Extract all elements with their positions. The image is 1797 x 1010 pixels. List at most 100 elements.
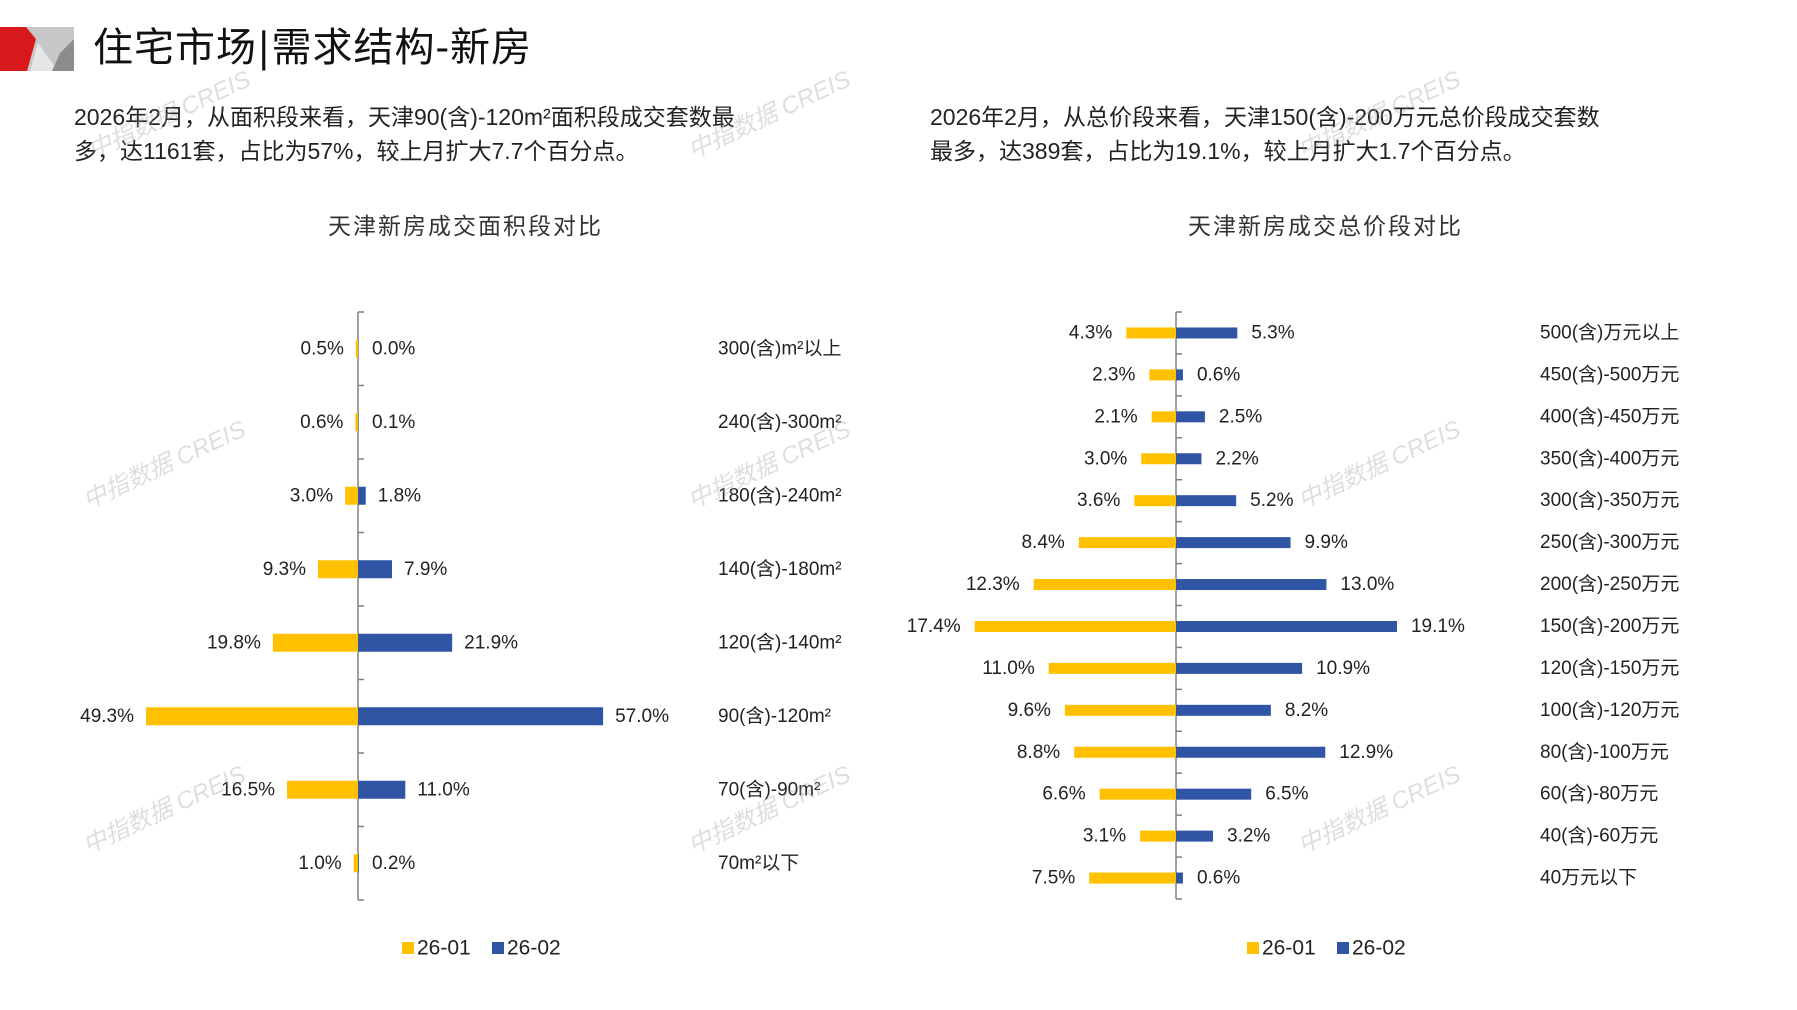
category-label: 40(含)-60万元	[1540, 825, 1658, 847]
bar-26-01	[974, 620, 1176, 632]
category-label: 180(含)-240m²	[718, 484, 842, 506]
category-label: 240(含)-300m²	[718, 411, 842, 433]
data-label-26-02: 12.9%	[1339, 742, 1393, 763]
data-label-26-01: 0.6%	[300, 412, 343, 433]
legend-label-26-02: 26-02	[1352, 937, 1406, 960]
data-label-26-01: 3.1%	[1083, 826, 1126, 847]
data-label-26-02: 3.2%	[1227, 826, 1270, 847]
legend-label-26-02: 26-02	[507, 937, 561, 960]
category-label: 100(含)-120万元	[1540, 699, 1679, 721]
bar-26-02	[1176, 872, 1183, 884]
category-label: 400(含)-450万元	[1540, 405, 1679, 427]
summary-price-line-1: 2026年2月，从总价段来看，天津150(含)-200万元总价段成交套数	[930, 104, 1600, 130]
legend-label-26-01: 26-01	[417, 937, 471, 960]
data-label-26-01: 8.8%	[1017, 742, 1060, 763]
data-label-26-01: 17.4%	[907, 616, 961, 637]
data-label-26-01: 3.6%	[1077, 490, 1120, 511]
brand-logo	[0, 27, 74, 71]
summary-area-line-2: 多，达1161套，占比为57%，较上月扩大7.7个百分点。	[74, 138, 639, 164]
bar-26-01	[1141, 453, 1176, 465]
legend-swatch-26-01	[1247, 942, 1259, 954]
bar-26-02	[1176, 788, 1252, 800]
bar-26-01	[1126, 327, 1176, 339]
data-label-26-02: 2.5%	[1219, 406, 1262, 427]
summary-area: 2026年2月，从面积段来看，天津90(含)-120m²面积段成交套数最 多，达…	[74, 100, 735, 168]
bar-26-02	[1176, 830, 1214, 842]
data-label-26-01: 16.5%	[221, 779, 275, 800]
logo-white-wedge	[30, 43, 58, 71]
category-label: 40万元以下	[1540, 868, 1637, 889]
data-label-26-02: 0.1%	[372, 412, 415, 433]
bar-26-02	[358, 707, 604, 726]
data-label-26-02: 0.6%	[1197, 364, 1240, 385]
legend-swatch-26-02	[1337, 942, 1349, 954]
data-label-26-01: 49.3%	[80, 706, 134, 727]
bar-26-01	[1134, 495, 1176, 507]
legend: 26-01 26-02	[1247, 937, 1406, 960]
data-label-26-02: 21.9%	[464, 632, 518, 653]
category-label: 70m²以下	[718, 853, 799, 874]
bar-26-02	[1176, 411, 1205, 423]
bar-26-02	[358, 780, 406, 799]
legend-label-26-01: 26-01	[1262, 937, 1316, 960]
data-label-26-02: 0.0%	[372, 338, 415, 359]
category-label: 500(含)万元以上	[1540, 321, 1679, 343]
chart-title-area: 天津新房成交面积段对比	[328, 214, 603, 240]
bar-26-01	[1048, 662, 1176, 674]
data-label-26-02: 1.8%	[378, 485, 421, 506]
category-label: 70(含)-90m²	[718, 778, 820, 800]
summary-price-line-2: 最多，达389套，占比为19.1%，较上月扩大1.7个百分点。	[930, 138, 1526, 164]
data-label-26-01: 6.6%	[1042, 784, 1085, 805]
data-label-26-01: 19.8%	[207, 632, 261, 653]
bar-26-02	[1176, 495, 1237, 507]
bar-26-01	[272, 633, 358, 652]
category-label: 60(含)-80万元	[1540, 783, 1658, 805]
bar-26-01	[1064, 704, 1176, 716]
category-label: 450(含)-500万元	[1540, 363, 1679, 385]
data-label-26-01: 3.0%	[290, 485, 333, 506]
data-label-26-01: 4.3%	[1069, 322, 1112, 343]
bar-26-01	[1074, 746, 1176, 758]
data-label-26-02: 19.1%	[1411, 616, 1465, 637]
category-label: 300(含)m²以上	[718, 337, 842, 359]
data-label-26-01: 3.0%	[1084, 448, 1127, 469]
chart-title-price: 天津新房成交总价段对比	[1188, 214, 1463, 240]
bar-26-01	[146, 707, 358, 726]
bar-26-02	[1176, 704, 1271, 716]
category-label: 350(含)-400万元	[1540, 447, 1679, 469]
data-label-26-02: 0.2%	[372, 853, 415, 874]
bar-26-01	[345, 486, 358, 505]
chart-price-segments: 4.3% 5.3% 500(含)万元以上 2.3% 0.6% 450(含)-500万元 2.…	[907, 311, 1679, 960]
bar-26-01	[1140, 830, 1176, 842]
data-label-26-02: 7.9%	[404, 559, 447, 580]
data-label-26-02: 9.9%	[1305, 532, 1348, 553]
logo-grey-dark	[52, 39, 74, 71]
legend-swatch-26-02	[492, 942, 504, 954]
summary-area-line-1: 2026年2月，从面积段来看，天津90(含)-120m²面积段成交套数最	[74, 104, 735, 130]
data-label-26-01: 8.4%	[1021, 532, 1064, 553]
category-label: 120(含)-150万元	[1540, 657, 1679, 679]
bar-26-01	[1089, 872, 1176, 884]
data-label-26-02: 6.5%	[1265, 784, 1308, 805]
bar-26-01	[1033, 579, 1176, 591]
category-label: 150(含)-200万元	[1540, 615, 1679, 637]
data-label-26-01: 12.3%	[966, 574, 1020, 595]
bar-26-01	[318, 560, 358, 579]
data-label-26-01: 2.3%	[1092, 364, 1135, 385]
bar-26-02	[358, 560, 392, 579]
bar-26-02	[1176, 453, 1202, 465]
bar-26-01	[355, 339, 358, 358]
data-label-26-01: 11.0%	[982, 658, 1035, 679]
logo-red	[0, 27, 36, 71]
category-label: 300(含)-350万元	[1540, 489, 1679, 511]
category-label: 250(含)-300万元	[1540, 531, 1679, 553]
bar-26-02	[1176, 746, 1326, 758]
category-label: 140(含)-180m²	[718, 558, 842, 580]
data-label-26-02: 5.3%	[1251, 322, 1294, 343]
bar-26-02	[1176, 537, 1291, 549]
bar-26-01	[353, 854, 358, 873]
data-label-26-01: 1.0%	[298, 853, 341, 874]
data-label-26-02: 13.0%	[1340, 574, 1394, 595]
bar-26-02	[358, 633, 453, 652]
